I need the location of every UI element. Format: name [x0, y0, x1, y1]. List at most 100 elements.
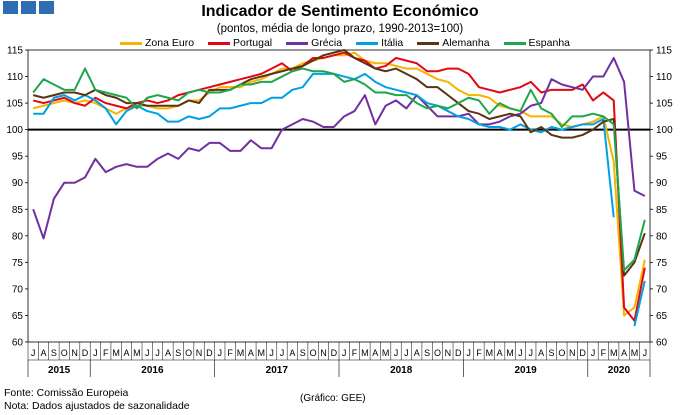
month-label: A — [165, 348, 171, 358]
y-tick-label-left: 95 — [12, 152, 24, 163]
data-note: Nota: Dados ajustados de sazonalidade — [4, 400, 190, 412]
y-tick-label-left: 80 — [12, 231, 24, 242]
month-label: M — [133, 348, 141, 358]
series-line-alemanha — [32, 49, 646, 277]
month-label: J — [518, 348, 523, 358]
legend-swatch — [356, 41, 379, 45]
logo-block-1 — [3, 1, 18, 14]
legend-item: Espanha — [503, 37, 570, 49]
legend-item: Itália — [356, 37, 403, 49]
month-label: J — [145, 348, 150, 358]
month-label: M — [361, 348, 369, 358]
y-tick-label-right: 65 — [656, 311, 668, 322]
legend-label: Alemanha — [442, 37, 490, 49]
y-tick-label-right: 60 — [656, 338, 668, 349]
legend-label: Zona Euro — [145, 37, 195, 49]
legend-swatch — [286, 41, 309, 45]
month-label: M — [237, 348, 245, 358]
month-label: A — [538, 348, 544, 358]
year-label: 2015 — [48, 365, 71, 376]
month-label: J — [155, 348, 160, 358]
month-label: A — [41, 348, 47, 358]
y-tick-label-left: 85 — [12, 205, 24, 216]
legend-label: Grécia — [311, 37, 343, 49]
y-tick-label-right: 95 — [656, 152, 668, 163]
month-label: D — [82, 348, 89, 358]
month-label: D — [206, 348, 213, 358]
y-tick-label-left: 90 — [12, 178, 24, 189]
month-label: J — [31, 348, 36, 358]
y-tick-label-left: 65 — [12, 311, 24, 322]
chart-subtitle: (pontos, média de longo prazo, 1990-2013… — [216, 23, 464, 35]
y-tick-label-left: 110 — [7, 72, 23, 83]
month-label: J — [404, 348, 409, 358]
month-label: A — [414, 348, 420, 358]
month-label: A — [621, 348, 627, 358]
year-label: 2016 — [141, 365, 164, 376]
month-label: J — [93, 348, 98, 358]
month-label: M — [382, 348, 390, 358]
month-label: N — [569, 348, 576, 358]
month-label: A — [248, 348, 254, 358]
series-line-espanha — [32, 67, 646, 272]
y-tick-label-right: 90 — [656, 178, 668, 189]
month-label: D — [579, 348, 586, 358]
month-label: M — [112, 348, 120, 358]
legend-swatch — [503, 41, 526, 45]
month-label: M — [258, 348, 266, 358]
y-tick-label-right: 105 — [656, 99, 673, 110]
month-label: A — [497, 348, 503, 358]
year-label: 2017 — [266, 365, 289, 376]
month-label: O — [61, 348, 68, 358]
year-label: 2018 — [390, 365, 413, 376]
series-line-zona-euro — [32, 51, 646, 317]
month-label: N — [320, 348, 327, 358]
legend-item: Grécia — [286, 37, 342, 49]
month-label: J — [591, 348, 596, 358]
legend-label: Espanha — [528, 37, 570, 49]
chart-legend: Zona Euro Portugal Grécia Itália Alemanha Esp… — [120, 37, 584, 49]
legend-item: Zona Euro — [120, 37, 194, 49]
month-label: S — [51, 348, 57, 358]
month-label: J — [342, 348, 347, 358]
month-label: S — [300, 348, 306, 358]
month-label: J — [269, 348, 274, 358]
month-label: F — [103, 348, 109, 358]
year-label: 2019 — [514, 365, 537, 376]
month-label: M — [631, 348, 639, 358]
month-label: A — [289, 348, 295, 358]
month-label: N — [71, 348, 78, 358]
legend-item: Portugal — [208, 37, 272, 49]
month-label: D — [331, 348, 338, 358]
logo-block-3 — [39, 1, 54, 14]
y-tick-label-right: 75 — [656, 258, 668, 269]
month-label: J — [280, 348, 285, 358]
month-label: F — [476, 348, 482, 358]
month-label: N — [445, 348, 452, 358]
month-label: O — [434, 348, 441, 358]
month-label: J — [529, 348, 534, 358]
month-label: M — [610, 348, 618, 358]
legend-swatch — [208, 41, 231, 45]
month-label: O — [185, 348, 192, 358]
chart-title: Indicador de Sentimento Económico — [201, 3, 479, 20]
y-tick-label-right: 85 — [656, 205, 668, 216]
legend-label: Portugal — [233, 37, 273, 49]
month-label: J — [218, 348, 223, 358]
month-label: N — [196, 348, 203, 358]
y-tick-label-left: 70 — [12, 284, 24, 295]
source-note: Fonte: Comissão Europeia — [4, 387, 129, 399]
month-label: F — [227, 348, 233, 358]
series-line-it-lia — [33, 72, 646, 327]
y-tick-label-right: 80 — [656, 231, 668, 242]
month-label: S — [424, 348, 430, 358]
legend-label: Itália — [381, 37, 404, 49]
month-label: A — [123, 348, 129, 358]
month-label: J — [643, 348, 648, 358]
month-label: F — [352, 348, 358, 358]
y-tick-label-right: 110 — [656, 72, 672, 83]
year-label: 2020 — [608, 365, 631, 376]
legend-swatch — [417, 41, 440, 45]
month-label: D — [455, 348, 462, 358]
